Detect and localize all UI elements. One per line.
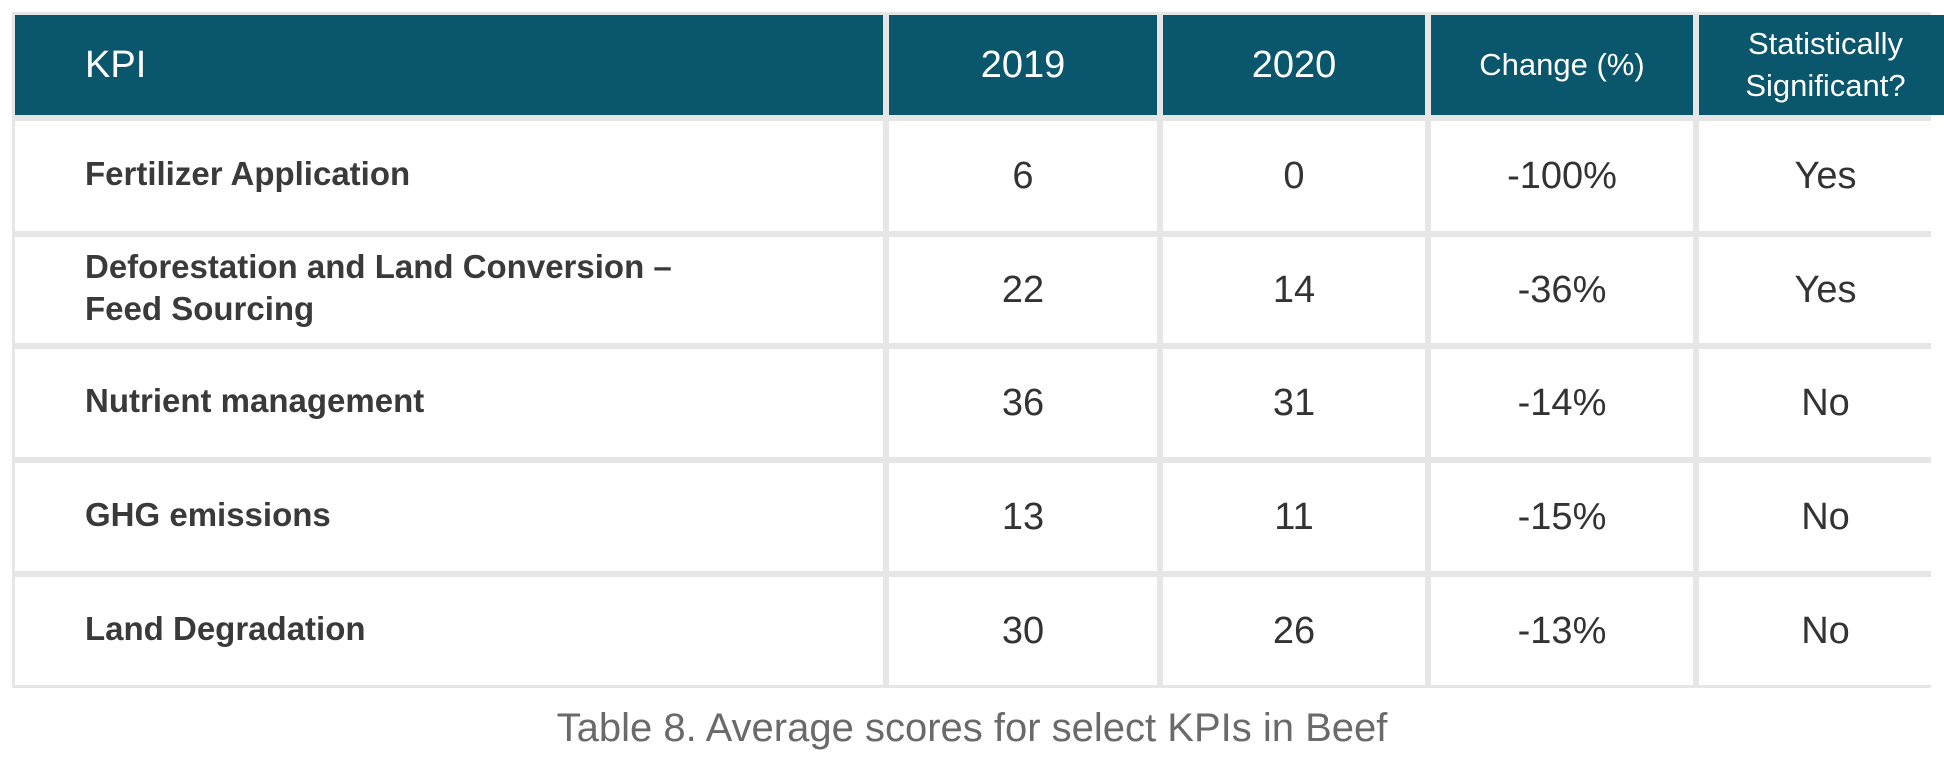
header-significant: Statistically Significant? [1699, 15, 1944, 115]
significant-value: No [1699, 463, 1944, 571]
kpi-name: GHG emissions [85, 496, 331, 533]
value-2019: 30 [889, 577, 1157, 685]
kpi-name: Fertilizer Application [85, 155, 411, 192]
kpi-name-cell: Nutrient management [15, 349, 883, 457]
kpi-table-container: KPI 2019 2020 Change (%) Statistically S… [12, 12, 1944, 688]
header-significant-line2: Significant? [1745, 68, 1906, 103]
change-value: -15% [1431, 463, 1693, 571]
value-2019: 22 [889, 237, 1157, 343]
table-row: Deforestation and Land Conversion – Feed… [15, 237, 1944, 343]
value-2020: 26 [1163, 577, 1425, 685]
kpi-name-line1: Deforestation and Land Conversion – [85, 248, 672, 285]
value-2020: 31 [1163, 349, 1425, 457]
change-value: -14% [1431, 349, 1693, 457]
kpi-name-cell: Deforestation and Land Conversion – Feed… [15, 237, 883, 343]
change-value: -100% [1431, 121, 1693, 231]
header-row: KPI 2019 2020 Change (%) Statistically S… [15, 15, 1944, 115]
value-2019: 36 [889, 349, 1157, 457]
value-2019: 6 [889, 121, 1157, 231]
header-2019: 2019 [889, 15, 1157, 115]
kpi-name-cell: GHG emissions [15, 463, 883, 571]
significant-value: No [1699, 349, 1944, 457]
kpi-name: Land Degradation [85, 610, 366, 647]
header-2020: 2020 [1163, 15, 1425, 115]
table-caption: Table 8. Average scores for select KPIs … [556, 706, 1388, 750]
change-value: -36% [1431, 237, 1693, 343]
significant-value: No [1699, 577, 1944, 685]
header-change: Change (%) [1431, 15, 1693, 115]
header-kpi: KPI [15, 15, 883, 115]
value-2019: 13 [889, 463, 1157, 571]
significant-value: Yes [1699, 237, 1944, 343]
value-2020: 11 [1163, 463, 1425, 571]
table-row: Land Degradation 30 26 -13% No [15, 577, 1944, 685]
kpi-table: KPI 2019 2020 Change (%) Statistically S… [9, 9, 1944, 691]
header-significant-line1: Statistically [1747, 26, 1904, 61]
significant-value: Yes [1699, 121, 1944, 231]
table-row: Nutrient management 36 31 -14% No [15, 349, 1944, 457]
kpi-name-cell: Land Degradation [15, 577, 883, 685]
table-row: Fertilizer Application 6 0 -100% Yes [15, 121, 1944, 231]
value-2020: 0 [1163, 121, 1425, 231]
kpi-name-cell: Fertilizer Application [15, 121, 883, 231]
table-row: GHG emissions 13 11 -15% No [15, 463, 1944, 571]
kpi-name-line2: Feed Sourcing [85, 290, 315, 327]
value-2020: 14 [1163, 237, 1425, 343]
change-value: -13% [1431, 577, 1693, 685]
kpi-name: Nutrient management [85, 382, 425, 419]
